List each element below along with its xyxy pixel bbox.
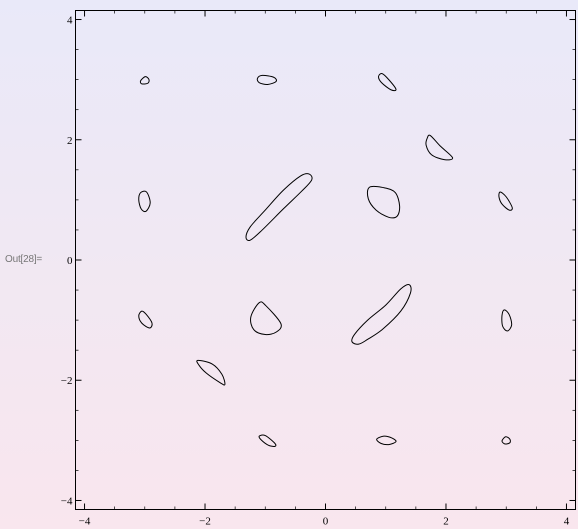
contour-curve: [256, 74, 277, 85]
y-tick-label: −4: [61, 495, 73, 507]
tick-labels: −4 −2 0 2 4 −4 −2 0 2 4: [61, 15, 570, 528]
contour-curve: [139, 76, 150, 85]
tick-marks: [75, 10, 576, 510]
y-tick-label: 4: [67, 15, 73, 27]
plot-frame: [75, 10, 576, 510]
y-tick-label: 0: [67, 255, 73, 267]
contour-curve: [138, 190, 151, 213]
x-tick-label: −4: [79, 516, 91, 528]
y-tick-label: −2: [61, 375, 73, 387]
contour-curves: [138, 73, 513, 447]
contour-curve: [258, 434, 277, 447]
contour-curve: [501, 309, 513, 332]
x-tick-label: 2: [443, 516, 449, 528]
contour-curve: [196, 359, 226, 386]
contour-curve: [378, 73, 397, 92]
contour-curve: [501, 436, 511, 445]
x-tick-label: 0: [323, 516, 329, 528]
y-tick-label: 2: [67, 135, 73, 147]
contour-curve: [245, 173, 313, 242]
contour-curve: [366, 185, 401, 219]
contour-curve: [498, 191, 513, 211]
contour-curve: [138, 310, 153, 329]
contour-curve: [250, 301, 282, 336]
x-tick-label: 4: [564, 516, 570, 528]
output-label: Out[28]=: [5, 254, 43, 265]
contour-curve: [351, 283, 412, 345]
contour-curve: [376, 435, 397, 446]
x-tick-label: −2: [199, 516, 211, 528]
contour-curve: [425, 134, 454, 161]
